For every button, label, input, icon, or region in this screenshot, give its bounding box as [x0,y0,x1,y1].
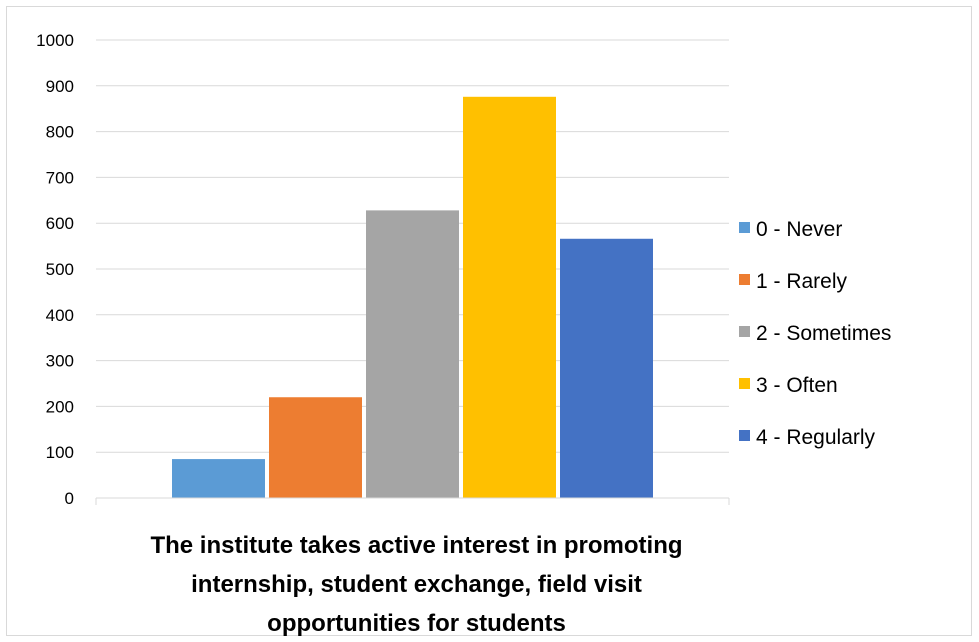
category-label: The institute takes active interest in p… [150,532,682,637]
y-tick-label: 800 [46,123,74,142]
legend-swatch [739,430,750,441]
legend: 0 - Never 1 - Rarely 2 - Sometimes 3 - Ofte… [739,218,891,449]
legend-swatch [739,326,750,337]
bars [172,96,653,499]
bar-4-regularly [560,238,653,498]
category-label-line: internship, student exchange, field visi… [191,571,642,598]
bar-1-rarely [269,397,362,498]
y-tick-label: 200 [46,397,74,416]
legend-swatch [739,274,750,285]
legend-label: 0 - Never [756,218,842,241]
legend-label: 4 - Regularly [756,426,876,449]
legend-swatch [739,378,750,389]
y-tick-label: 1000 [36,31,74,50]
y-tick-label: 600 [46,214,74,233]
y-tick-label: 900 [46,77,74,96]
y-axis-ticks: 0 100 200 300 400 500 600 700 800 900 1000 [36,31,74,508]
bar-2-sometimes [366,210,459,498]
y-tick-label: 0 [65,489,74,508]
y-tick-label: 400 [46,306,74,325]
bar-3-often [463,96,556,499]
y-tick-label: 300 [46,352,74,371]
legend-label: 1 - Rarely [756,270,848,293]
bar-0-never [172,459,265,498]
y-tick-label: 700 [46,168,74,187]
category-label-line: opportunities for students [267,610,566,637]
legend-label: 3 - Often [756,374,838,397]
y-tick-label: 100 [46,443,74,462]
legend-label: 2 - Sometimes [756,322,891,345]
category-label-line: The institute takes active interest in p… [150,532,682,559]
y-tick-label: 500 [46,260,74,279]
legend-swatch [739,222,750,233]
x-axis-tick-marks [95,498,730,505]
